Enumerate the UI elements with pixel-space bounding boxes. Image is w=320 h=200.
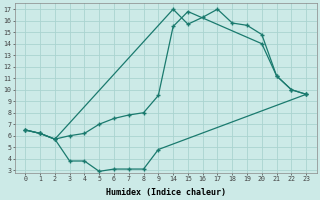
- X-axis label: Humidex (Indice chaleur): Humidex (Indice chaleur): [106, 188, 226, 197]
